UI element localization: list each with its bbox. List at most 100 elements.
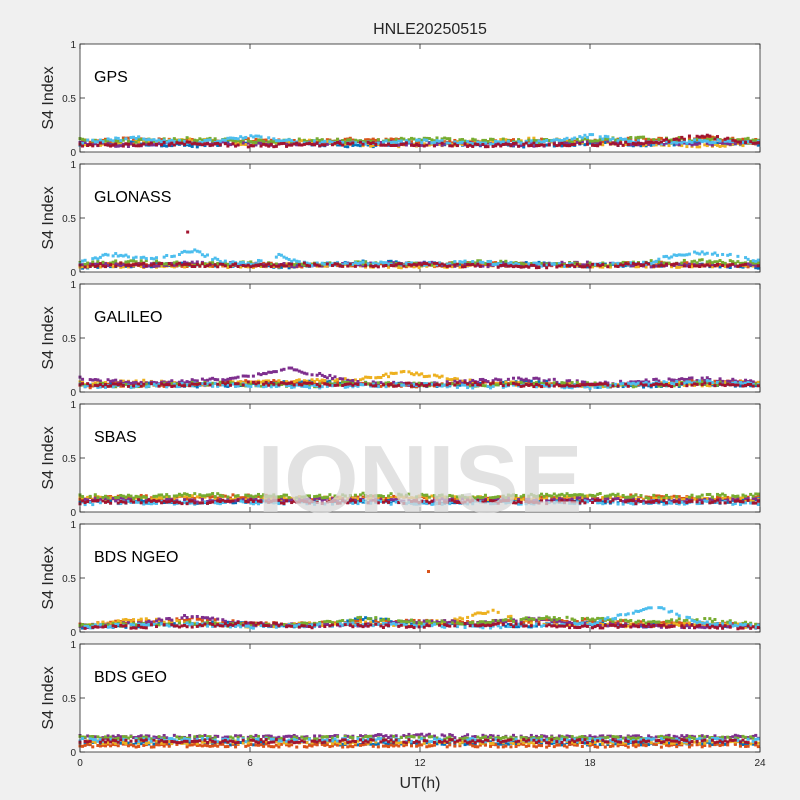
data-point [208, 499, 212, 503]
data-point [427, 382, 431, 386]
data-point [529, 382, 533, 386]
data-point [662, 380, 666, 384]
data-point [616, 143, 620, 147]
data-point [570, 381, 574, 385]
data-point [636, 381, 640, 385]
data-point [585, 384, 589, 388]
data-point [506, 383, 510, 387]
data-point [195, 139, 199, 143]
data-point [534, 139, 538, 143]
data-point [305, 372, 309, 376]
data-point [568, 264, 572, 268]
data-point [723, 265, 727, 269]
data-point [611, 137, 615, 141]
data-point [132, 143, 136, 147]
data-point [147, 381, 151, 385]
data-point [188, 140, 192, 144]
data-point [137, 263, 141, 267]
data-point [149, 380, 153, 384]
data-point [417, 381, 421, 385]
data-point [438, 383, 442, 387]
data-point [369, 261, 373, 265]
data-point [318, 144, 322, 148]
data-point [448, 382, 452, 386]
data-point [213, 263, 217, 267]
data-point [659, 140, 663, 144]
data-point [713, 142, 717, 146]
data-point [137, 140, 141, 144]
data-point [203, 254, 207, 258]
data-point [695, 379, 699, 383]
data-point [463, 379, 467, 383]
data-point [644, 378, 648, 382]
data-point [754, 264, 758, 268]
data-point [216, 496, 220, 500]
data-point [570, 386, 574, 390]
data-point [366, 382, 370, 386]
data-point [642, 380, 646, 384]
data-point [415, 138, 419, 142]
data-point [246, 498, 250, 502]
data-point [754, 266, 758, 270]
data-point [677, 253, 681, 257]
data-point [234, 142, 238, 146]
data-point [749, 140, 753, 144]
data-point [682, 377, 686, 381]
data-point [218, 143, 222, 147]
data-point [93, 138, 97, 142]
data-point [738, 138, 742, 142]
data-point [226, 136, 230, 140]
data-point [364, 375, 368, 379]
data-point [695, 137, 699, 141]
data-point [305, 261, 309, 265]
data-point [338, 264, 342, 268]
data-point [111, 260, 115, 264]
data-point [481, 384, 485, 388]
data-point [453, 263, 457, 267]
data-point [738, 261, 742, 265]
data-point [172, 381, 176, 385]
data-point [746, 138, 750, 142]
data-point [134, 384, 138, 388]
data-point [313, 379, 317, 383]
data-point [568, 262, 572, 266]
data-point [710, 252, 714, 256]
data-point [244, 379, 248, 383]
data-point [236, 143, 240, 147]
data-point [608, 261, 612, 265]
data-point [116, 383, 120, 387]
data-point [662, 383, 666, 387]
data-point [412, 501, 416, 505]
data-point [149, 263, 153, 267]
data-point [560, 144, 564, 148]
data-point [254, 263, 258, 267]
y-tick-label: 1 [70, 40, 76, 51]
data-point [121, 383, 125, 387]
data-point [109, 141, 113, 145]
data-point [619, 382, 623, 386]
data-point [672, 384, 676, 388]
data-point [504, 259, 508, 263]
data-point [91, 263, 95, 267]
data-point [721, 141, 725, 145]
data-point [634, 380, 638, 384]
data-point [716, 495, 719, 499]
data-point [381, 498, 385, 502]
data-point [471, 144, 475, 148]
data-point [195, 262, 199, 266]
data-point [96, 378, 100, 382]
data-point [698, 135, 702, 139]
data-point [254, 143, 258, 147]
data-point [501, 137, 505, 141]
data-point [453, 376, 457, 380]
data-point [570, 140, 574, 144]
data-point [471, 142, 475, 146]
data-point [649, 143, 653, 147]
data-point [177, 380, 181, 384]
data-point [585, 382, 589, 386]
data-point [501, 380, 505, 384]
data-point [512, 263, 515, 267]
data-point [731, 377, 735, 381]
data-point [672, 253, 676, 257]
data-point [654, 496, 658, 500]
